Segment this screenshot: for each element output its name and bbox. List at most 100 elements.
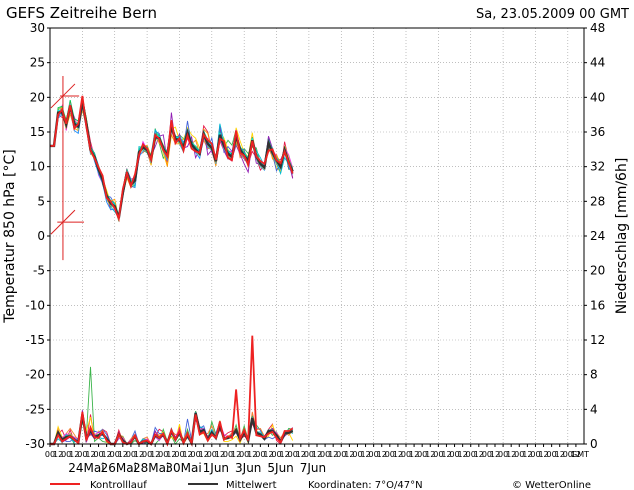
left-tick-label: -15 <box>25 333 45 347</box>
crosshair-upper-diagonal <box>50 83 76 109</box>
x-hour-label: 00 <box>304 450 314 459</box>
x-hour-label: 00 <box>271 450 281 459</box>
x-hour-label: 12 <box>522 450 532 459</box>
x-hour-label: 12 <box>280 450 290 459</box>
left-tick-label: 15 <box>30 125 45 139</box>
x-hour-label: 00 <box>563 450 573 459</box>
x-hour-label: 12 <box>69 450 79 459</box>
crosshair-annotation <box>50 75 84 261</box>
x-hour-label: 00 <box>61 450 71 459</box>
x-hour-label: 12 <box>296 450 306 459</box>
x-hour-label: 00 <box>433 450 443 459</box>
x-hour-label: 12 <box>425 450 435 459</box>
x-hour-label: 00 <box>223 450 233 459</box>
left-tick-label: -20 <box>25 368 45 382</box>
crosshair-lower-diagonal <box>50 209 76 235</box>
x-hour-label: 12 <box>312 450 322 459</box>
legend-coordinates: Koordinaten: 7°O/47°N <box>308 480 423 490</box>
x-hour-label: GMT <box>571 450 589 459</box>
x-hour-label: 12 <box>490 450 500 459</box>
x-hour-label: 12 <box>328 450 338 459</box>
x-hour-label: 12 <box>85 450 95 459</box>
x-date-label: 7Jun <box>300 461 326 475</box>
x-hour-label: 00 <box>417 450 427 459</box>
x-hour-label: 12 <box>166 450 176 459</box>
x-hour-label: 00 <box>498 450 508 459</box>
x-hour-label: 12 <box>118 450 128 459</box>
control-temperature-line <box>50 95 294 223</box>
x-hour-label: 00 <box>288 450 298 459</box>
x-hour-label: 00 <box>77 450 87 459</box>
x-hour-label: 00 <box>449 450 459 459</box>
x-hour-label: 00 <box>336 450 346 459</box>
left-tick-label: -10 <box>25 298 45 312</box>
x-hour-label: 00 <box>369 450 379 459</box>
left-tick-label: -5 <box>33 264 45 278</box>
left-axis-label: Temperatur 850 hPa [°C] <box>2 149 18 323</box>
x-hour-label: 00 <box>110 450 120 459</box>
x-hour-label: 12 <box>134 450 144 459</box>
x-hour-label: 12 <box>102 450 112 459</box>
x-axis-ticks: 0012001200120012001200120012001200120012… <box>45 444 589 475</box>
right-axis-label: Niederschlag [mm/6h] <box>614 158 630 315</box>
x-hour-label: 00 <box>352 450 362 459</box>
x-hour-label: 00 <box>207 450 217 459</box>
run-label: Sa, 23.05.2009 00 GMT <box>476 7 629 22</box>
right-tick-label: 24 <box>590 229 605 243</box>
x-hour-label: 12 <box>393 450 403 459</box>
x-hour-label: 00 <box>530 450 540 459</box>
right-tick-label: 16 <box>590 298 605 312</box>
x-hour-label: 12 <box>458 450 468 459</box>
x-hour-label: 12 <box>571 450 581 459</box>
x-hour-label: 00 <box>142 450 152 459</box>
left-tick-label: -25 <box>25 402 45 416</box>
left-tick-label: 30 <box>30 21 45 35</box>
x-hour-label: 00 <box>126 450 136 459</box>
left-tick-label: 25 <box>30 56 45 70</box>
x-hour-label: 12 <box>506 450 516 459</box>
right-tick-label: 12 <box>590 333 605 347</box>
x-hour-label: 00 <box>255 450 265 459</box>
x-hour-label: 00 <box>239 450 249 459</box>
x-hour-label: 00 <box>401 450 411 459</box>
x-hour-label: 00 <box>482 450 492 459</box>
x-hour-label: 00 <box>514 450 524 459</box>
left-tick-label: 5 <box>37 194 45 208</box>
x-date-label: 3Jun <box>235 461 261 475</box>
x-hour-label: 12 <box>360 450 370 459</box>
x-date-label: 28Mai <box>133 461 169 475</box>
left-axis-ticks: 30 25 20 15 10 5 0 -5 -10 -15 -20 -25 -30 <box>25 21 50 451</box>
x-date-label: 26Mai <box>101 461 137 475</box>
x-hour-label: 12 <box>215 450 225 459</box>
x-hour-label: 12 <box>377 450 387 459</box>
chart-title: GEFS Zeitreihe Bern <box>6 4 157 22</box>
x-hour-label: 00 <box>466 450 476 459</box>
x-hour-label: 00 <box>385 450 395 459</box>
left-tick-label: 10 <box>30 160 45 174</box>
x-date-label: 1Jun <box>203 461 229 475</box>
x-hour-label: 00 <box>158 450 168 459</box>
right-tick-label: 40 <box>590 90 605 104</box>
grid <box>49 27 584 445</box>
x-hour-label: 00 <box>320 450 330 459</box>
right-tick-label: 36 <box>590 125 605 139</box>
plot-frame <box>49 27 585 445</box>
x-date-label: 24Mai <box>68 461 104 475</box>
x-hour-label: 12 <box>441 450 451 459</box>
right-tick-label: 0 <box>590 437 598 451</box>
right-tick-label: 44 <box>590 56 605 70</box>
x-hour-label: 12 <box>409 450 419 459</box>
left-tick-label: 0 <box>37 229 45 243</box>
left-tick-label: 20 <box>30 90 45 104</box>
left-tick-label: -30 <box>25 437 45 451</box>
right-tick-label: 4 <box>590 402 598 416</box>
x-hour-label: 00 <box>174 450 184 459</box>
main-series-lines <box>50 95 294 448</box>
legend: Kontrolllauf Mittelwert Koordinaten: 7°O… <box>50 480 591 490</box>
x-hour-label: 12 <box>231 450 241 459</box>
right-tick-label: 32 <box>590 160 605 174</box>
x-hour-label: 12 <box>150 450 160 459</box>
right-tick-label: 48 <box>590 21 605 35</box>
